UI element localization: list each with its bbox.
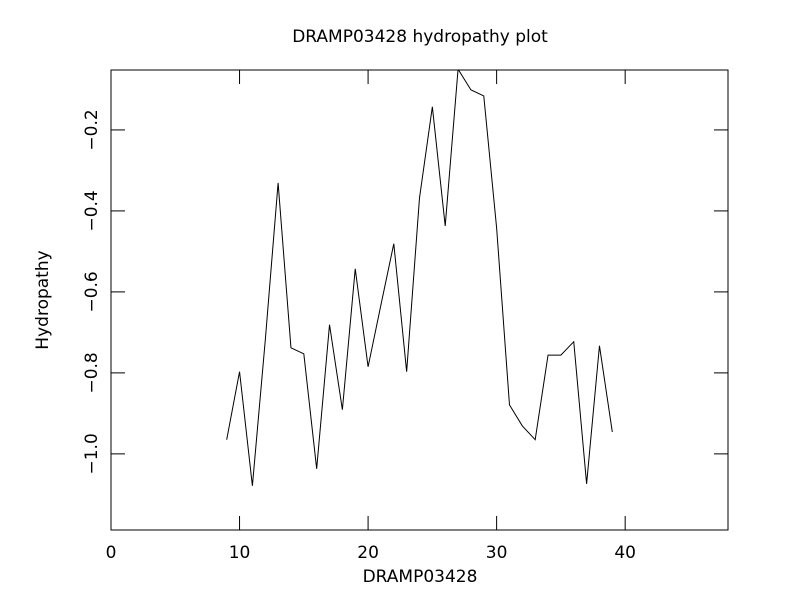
data-line — [226, 70, 613, 486]
y-tick-label: −0.2 — [82, 109, 102, 150]
y-axis-label: Hydropathy — [33, 250, 53, 349]
y-tick-label: −0.6 — [82, 271, 102, 312]
x-tick-label: 40 — [614, 543, 636, 563]
x-tick-label: 20 — [357, 543, 379, 563]
x-axis-label: DRAMP03428 — [363, 567, 478, 587]
x-tick-label: 30 — [486, 543, 508, 563]
chart-title: DRAMP03428 hydropathy plot — [292, 27, 548, 47]
y-tick-label: −0.8 — [82, 352, 102, 393]
y-tick-label: −1.0 — [82, 433, 102, 474]
plot-frame — [110, 69, 729, 531]
x-tick-label: 0 — [106, 543, 117, 563]
y-tick-label: −0.4 — [82, 190, 102, 231]
x-tick-label: 10 — [229, 543, 251, 563]
